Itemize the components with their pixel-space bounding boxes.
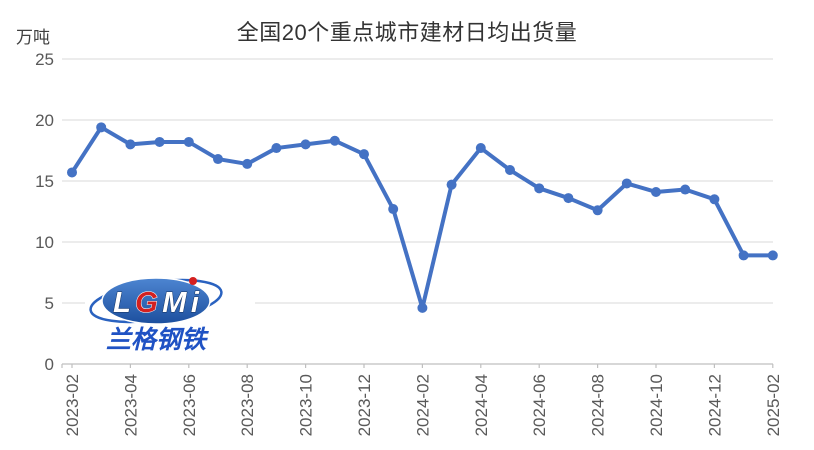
lgmi-logo-graphic: L G M i 兰格钢铁	[89, 277, 223, 355]
data-point	[125, 139, 136, 150]
data-point	[651, 186, 661, 197]
x-axis-tick-label: 2024-06	[530, 374, 549, 436]
logo-lgmi-text: L G M i	[113, 287, 200, 319]
x-axis-tick-label: 2023-02	[63, 374, 82, 436]
data-point	[359, 149, 369, 160]
data-point	[271, 143, 282, 154]
x-axis-tick-label: 2025-02	[764, 374, 783, 436]
data-point	[300, 139, 311, 150]
x-axis-tick-label: 2024-08	[589, 374, 608, 436]
x-axis-tick-label: 2024-04	[472, 374, 491, 436]
y-axis-tick-label: 10	[35, 233, 54, 252]
logo-letter-l: L	[113, 287, 131, 319]
logo-letter-m: M	[162, 287, 187, 319]
x-axis-tick-label: 2024-02	[413, 374, 432, 436]
data-point	[563, 193, 574, 204]
data-point	[680, 184, 691, 195]
data-point	[621, 178, 632, 189]
y-axis-tick-label: 20	[35, 111, 54, 130]
data-point	[534, 183, 545, 194]
data-point	[475, 143, 486, 154]
logo-letter-g: G	[135, 287, 158, 319]
logo-ellipse	[101, 277, 211, 325]
data-point	[67, 167, 77, 178]
x-axis-tick-label: 2023-06	[180, 374, 199, 436]
data-point	[183, 136, 194, 147]
x-axis-tick-label: 2023-08	[238, 374, 257, 436]
data-point	[767, 250, 778, 261]
data-point	[738, 250, 749, 261]
chart-title: 全国20个重点城市建材日均出货量	[236, 20, 578, 45]
logo-letter-i: i	[191, 287, 200, 319]
logo-red-dot-icon	[189, 277, 197, 285]
logo-chinese-name: 兰格钢铁	[106, 326, 209, 354]
data-point	[154, 136, 165, 147]
data-point	[446, 179, 457, 190]
lgmi-logo: L G M i 兰格钢铁	[85, 272, 255, 358]
data-point	[417, 302, 428, 313]
x-axis-tick-label: 2024-10	[647, 374, 666, 436]
data-point	[388, 204, 399, 215]
y-axis-unit-label: 万吨	[16, 28, 50, 47]
y-axis-tick-label: 0	[45, 355, 54, 374]
x-axis-tick-label: 2023-04	[121, 374, 140, 436]
data-point	[242, 158, 253, 169]
x-axis-tick-label: 2024-12	[705, 374, 724, 436]
data-point	[213, 154, 223, 165]
x-axis-tick-label: 2023-12	[355, 374, 374, 436]
y-axis-tick-label: 15	[35, 172, 54, 191]
data-point	[329, 135, 340, 146]
y-axis-tick-label: 5	[45, 294, 54, 313]
data-point	[505, 165, 515, 176]
data-point	[709, 194, 720, 205]
data-point	[592, 205, 603, 216]
y-axis-tick-label: 25	[35, 50, 54, 69]
data-point	[96, 122, 107, 133]
x-axis-tick-label: 2023-10	[297, 374, 316, 436]
